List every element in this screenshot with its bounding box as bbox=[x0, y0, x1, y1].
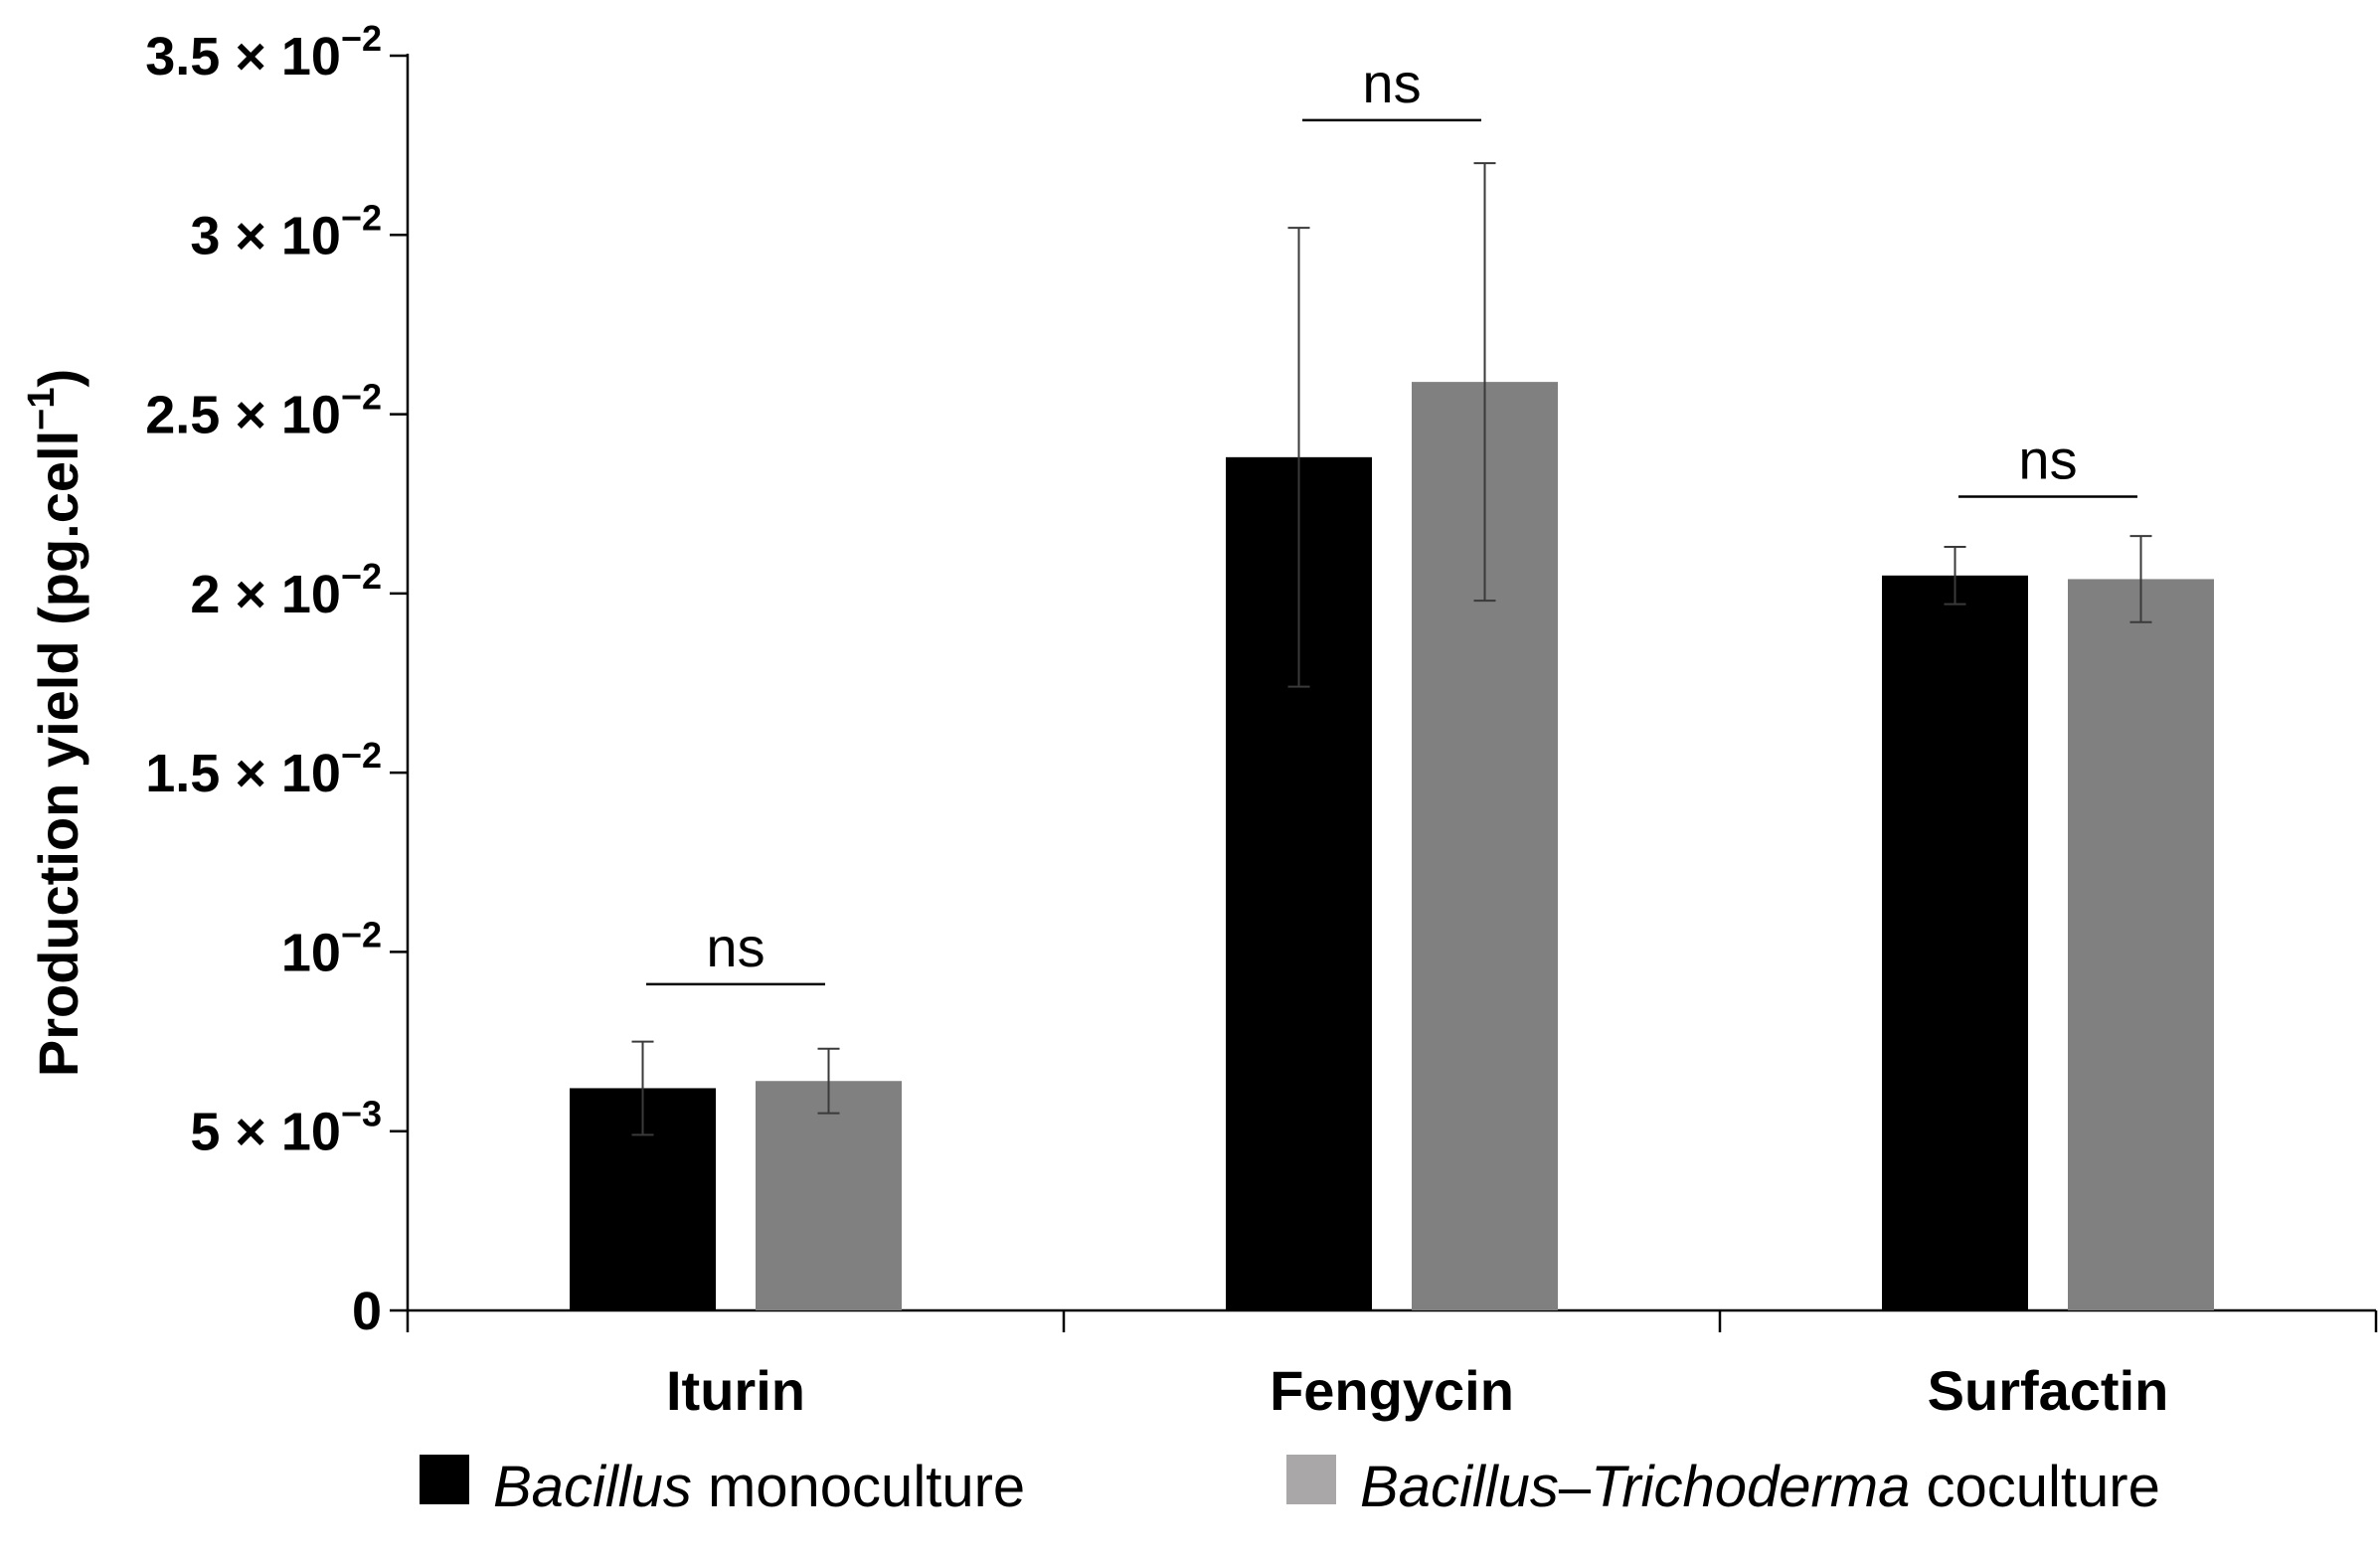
y-tick-label: 10−2 bbox=[281, 914, 382, 982]
significance-annotations: ns ns ns bbox=[646, 52, 2137, 986]
legend-swatch bbox=[1286, 1455, 1336, 1504]
error-bars bbox=[631, 162, 2152, 1136]
y-axis: 0 5 × 10−3 10−2 1.5 × 10−2 2 × 10−2 2.5 × 10−… bbox=[145, 18, 410, 1341]
error-bar bbox=[817, 1047, 840, 1115]
y-axis-label: Production yield (pg.cell−1) bbox=[21, 369, 89, 1077]
x-tick-label: Fengycin bbox=[1270, 1359, 1514, 1422]
error-bar bbox=[1944, 545, 1966, 606]
x-tick-label: Iturin bbox=[666, 1359, 805, 1422]
legend: Bacillus monoculture Bacillus–Trichoderma… bbox=[420, 1455, 2160, 1519]
x-tick-label: Surfactin bbox=[1928, 1359, 2169, 1422]
legend-label: Bacillus monoculture bbox=[493, 1455, 1025, 1519]
x-axis: Iturin Fengycin Surfactin bbox=[406, 1308, 2378, 1422]
y-tick-label: 2 × 10−2 bbox=[190, 556, 382, 624]
y-tick-label: 3 × 10−2 bbox=[190, 197, 382, 265]
legend-item: Bacillus–Trichoderma coculture bbox=[1286, 1455, 2160, 1519]
bars bbox=[570, 382, 2214, 1311]
error-bar bbox=[631, 1040, 654, 1136]
y-tick-label: 0 bbox=[352, 1282, 382, 1341]
significance-label: ns bbox=[2018, 429, 2077, 491]
legend-label: Bacillus–Trichoderma coculture bbox=[1360, 1455, 2160, 1519]
y-tick-label: 5 × 10−3 bbox=[190, 1094, 382, 1162]
error-bar bbox=[1473, 162, 1496, 603]
significance-label: ns bbox=[706, 916, 765, 978]
bar-iturin-series-2 bbox=[756, 1081, 902, 1310]
legend-swatch bbox=[420, 1455, 469, 1504]
y-tick-label: 1.5 × 10−2 bbox=[145, 735, 382, 803]
bar-surfactin-series-1 bbox=[1882, 575, 2028, 1310]
y-tick-label: 2.5 × 10−2 bbox=[145, 377, 382, 445]
error-bar bbox=[1287, 227, 1310, 688]
y-tick-label: 3.5 × 10−2 bbox=[145, 18, 382, 87]
error-bar bbox=[2129, 535, 2152, 623]
bar-surfactin-series-2 bbox=[2068, 579, 2214, 1310]
legend-item: Bacillus monoculture bbox=[420, 1455, 1025, 1519]
significance-label: ns bbox=[1362, 52, 1421, 114]
